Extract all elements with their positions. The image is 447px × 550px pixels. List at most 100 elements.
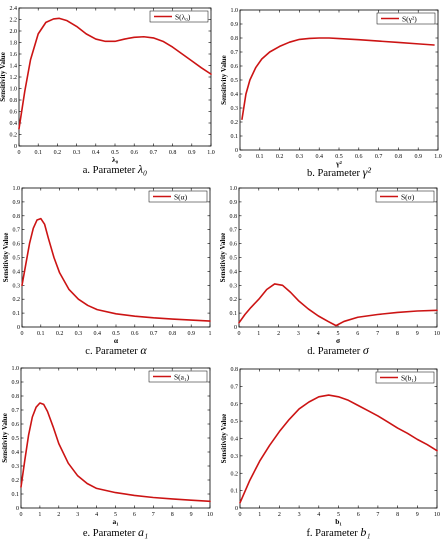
x-tick-label: 0.9 [188,150,196,156]
plot-frame [239,9,439,151]
legend-label: S(b₁) [401,374,417,383]
y-tick-label: 0.6 [231,64,239,70]
x-tick-label: 1.0 [434,154,442,160]
x-tick-label: 9 [190,512,193,518]
x-tick-label: 3 [297,331,300,337]
y-axis-label: Sensitivity Value [0,52,7,102]
y-tick-label: 0.6 [230,242,238,248]
y-tick-label: 0.5 [231,78,239,84]
y-tick-label: 0.5 [230,256,238,262]
y-tick-label: 0.1 [13,311,21,317]
panel-caption: b. Parameter γ² [307,165,371,179]
x-tick-label: 0.4 [315,154,323,160]
x-tick-label: 0.3 [73,150,81,156]
y-tick-label: 0.3 [231,106,239,112]
x-tick-label: 4 [95,512,98,518]
x-tick-label: 9 [416,331,419,337]
y-tick-label: 2.2 [10,18,18,24]
legend-label: S(α) [174,193,188,202]
y-tick-label: 1.6 [10,52,18,58]
x-tick-label: 1 [258,512,261,518]
panel-caption: c. Parameter α [85,343,147,357]
x-tick-label: 0.1 [34,150,42,156]
y-tick-label: 0 [16,506,19,512]
y-axis-label: Sensitivity Value [1,413,9,463]
x-tick-label: 10 [434,331,440,337]
y-tick-label: 0 [17,325,20,331]
y-tick-label: 0.3 [230,283,238,289]
y-tick-label: 2.0 [10,29,18,35]
x-tick-label: 8 [171,512,174,518]
x-tick-label: 0.4 [93,331,101,337]
x-tick-label: 8 [396,512,399,518]
x-tick-label: 0.7 [150,331,158,337]
caption-symbol: a₁ [138,525,148,539]
series-line [20,402,211,503]
x-axis-label: λ₀ [112,155,119,164]
x-tick-label: 0.6 [130,150,138,156]
legend-box [376,12,436,25]
x-tick-label: 0.2 [56,331,64,337]
x-tick-label: 7 [152,512,155,518]
x-tick-label: 0.7 [375,154,383,160]
legend-label: S(a₁) [174,373,190,382]
x-tick-label: 5 [114,512,117,518]
legend-box [375,190,435,203]
x-tick-label: 0.8 [395,154,403,160]
x-axis-label: γ² [335,159,343,168]
y-axis-label: Sensitivity Value [220,414,228,464]
y-tick-label: 2.4 [10,6,18,12]
y-tick-label: 1.0 [13,186,21,192]
y-tick-label: 0.9 [230,200,238,206]
x-tick-label: 7 [376,331,379,337]
caption-prefix: e. Parameter [83,528,138,539]
y-tick-label: 0.2 [230,297,238,303]
y-tick-label: 0.8 [12,394,20,400]
y-tick-label: 0.9 [13,200,21,206]
y-tick-label: 1.0 [12,366,20,372]
y-tick-label: 0.3 [12,464,20,470]
series-line [18,17,212,130]
y-tick-label: 1.8 [10,41,18,47]
x-axis-label: α [114,336,119,345]
y-tick-label: 0.4 [230,269,238,275]
x-tick-label: 0 [18,150,21,156]
x-tick-label: 10 [434,512,440,518]
x-tick-label: 4 [317,331,320,337]
y-axis-label: Sensitivity Value [220,55,228,105]
caption-symbol: α [140,343,147,357]
legend-label: S(σ) [401,193,415,202]
x-tick-label: 2 [277,331,280,337]
y-tick-label: 0.6 [13,242,21,248]
y-tick-label: 0.7 [231,50,239,56]
y-tick-label: 0.4 [231,92,239,98]
caption-prefix: a. Parameter [83,165,138,176]
y-tick-label: 0.7 [230,228,238,234]
y-tick-label: 0.5 [13,256,21,262]
x-tick-label: 0.3 [296,154,304,160]
x-tick-label: 10 [207,512,213,518]
x-tick-label: 0.4 [92,150,100,156]
x-tick-label: 3 [76,512,79,518]
y-tick-label: 0.7 [13,228,21,234]
x-tick-label: 0.8 [169,331,177,337]
y-tick-label: 0.7 [231,384,239,390]
x-tick-label: 0.2 [276,154,284,160]
x-tick-label: 0.9 [187,331,195,337]
plot-frame [21,187,211,328]
y-tick-label: 1.0 [10,87,18,93]
x-tick-label: 0.5 [335,154,343,160]
x-tick-label: 0.9 [414,154,422,160]
chart-panel-a: 0 0.1 0.2 0.3 0.4 0.5 0.6 0.7 0.8 0.9 1.0 0 0.2 0.4 0.… [0,6,215,176]
panel-caption: d. Parameter σ [307,343,370,357]
caption-prefix: f. Parameter [306,528,360,539]
y-tick-label: 0.1 [12,492,20,498]
x-axis-label: σ [336,336,341,345]
x-tick-label: 2 [57,512,60,518]
chart-panel-f: 0 1 2 3 4 5 6 7 8 9 10 0 0.1 0.2 0.3 0.4 0.5 0.6 0.7 0.8 Sen… [220,367,440,539]
y-tick-label: 0 [234,325,237,331]
series-line [21,217,211,322]
panel-caption: a. Parameter λ₀ [83,162,147,176]
x-tick-label: 6 [357,512,360,518]
